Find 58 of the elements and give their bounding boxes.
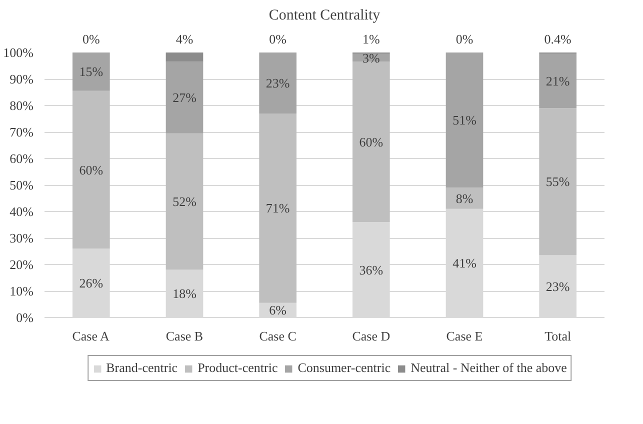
data-label: 55% [546, 174, 570, 190]
x-tick-label: Case C [259, 328, 296, 344]
legend-label: Product-centric [198, 360, 278, 376]
data-label: 3% [362, 50, 380, 66]
data-label: 15% [79, 64, 104, 80]
x-tick-label: Case D [352, 328, 390, 344]
data-label: 18% [172, 286, 197, 302]
y-tick-label: 90% [10, 72, 34, 86]
data-label: 0% [82, 32, 100, 46]
chart-title: Content Centrality [268, 8, 381, 24]
data-label: 52% [172, 194, 197, 210]
data-label: 71% [266, 200, 290, 216]
y-tick-label: 30% [10, 230, 34, 246]
bar [259, 52, 296, 114]
y-tick-label: 0% [16, 310, 34, 325]
data-label: 26% [79, 276, 104, 291]
x-tick-label: Case A [72, 328, 110, 344]
data-label: 0% [456, 32, 474, 46]
bar [259, 113, 296, 303]
y-tick-label: 60% [10, 151, 34, 166]
bar [446, 188, 484, 209]
bar [539, 108, 576, 256]
bar [166, 133, 204, 270]
y-tick-label: 70% [10, 124, 34, 140]
data-label: 0% [269, 32, 287, 46]
y-tick-label: 40% [10, 204, 34, 219]
data-label: 23% [266, 75, 290, 90]
data-label: 51% [452, 112, 477, 128]
x-tick-label: Total [544, 328, 572, 344]
data-label: 4% [176, 32, 194, 46]
x-tick-label: Case E [446, 328, 483, 344]
y-tick-label: 20% [10, 257, 34, 272]
data-label: 60% [359, 134, 384, 150]
bar [539, 54, 576, 108]
bar [72, 90, 110, 249]
data-label: 21% [546, 73, 570, 88]
data-label: 27% [172, 90, 197, 106]
data-label: 41% [452, 256, 477, 271]
bar [446, 52, 484, 188]
legend-label: Brand-centric [106, 360, 178, 376]
y-tick-label: 10% [10, 284, 34, 298]
y-tick-label: 80% [10, 98, 34, 113]
bar [72, 52, 110, 91]
data-label: 60% [79, 162, 104, 178]
legend-label: Neutral - Neither of the above [410, 360, 567, 376]
data-label: 1% [362, 32, 380, 46]
x-tick-label: Case B [166, 328, 204, 344]
bar [166, 52, 204, 62]
data-label: 0.4% [544, 32, 572, 46]
data-label: 36% [359, 262, 384, 278]
y-tick-label: 100% [3, 45, 34, 60]
bar [166, 62, 204, 134]
data-label: 6% [269, 302, 287, 318]
y-tick-label: 50% [10, 178, 34, 192]
legend-label: Consumer-centric [298, 360, 391, 376]
bar [352, 62, 390, 222]
data-label: 23% [546, 278, 570, 294]
data-label: 8% [456, 190, 474, 206]
